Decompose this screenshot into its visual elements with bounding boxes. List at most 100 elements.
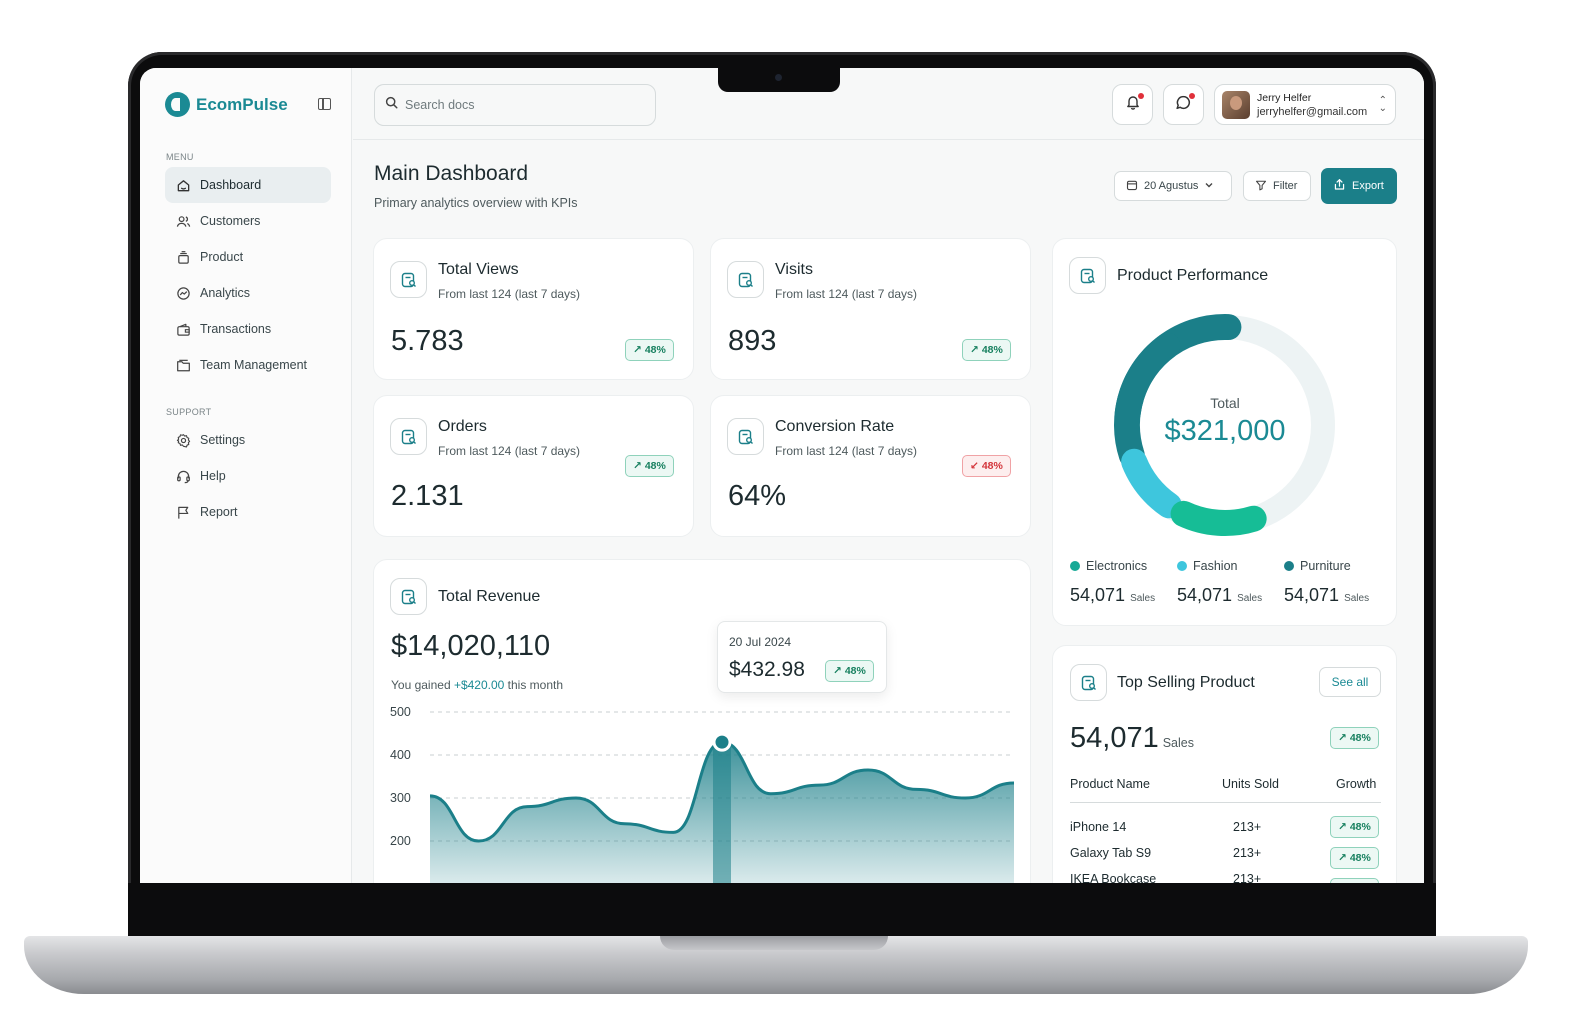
top-selling-badge-text: 48% <box>1349 732 1371 744</box>
donut-segment-fashion[interactable] <box>1121 448 1182 519</box>
legend-value-unit: Sales <box>1237 593 1263 604</box>
kpi-value: 5.783 <box>391 325 464 357</box>
kpi-title: Conversion Rate <box>775 418 895 435</box>
headset-icon <box>176 469 191 484</box>
y-tick-label: 200 <box>390 834 411 848</box>
kpi-growth-badge: ↗ 48% <box>962 339 1011 361</box>
highlight-point[interactable] <box>712 732 732 752</box>
sidebar-item-customers[interactable]: Customers <box>165 203 331 239</box>
top-selling-card-icon <box>1070 664 1107 701</box>
column-product-name: Product Name <box>1070 777 1150 791</box>
top-selling-card: Top Selling Product See all 54,071 Sales … <box>1052 645 1397 883</box>
top-selling-value: 54,071 Sales <box>1070 722 1194 755</box>
analytics-icon <box>176 286 191 301</box>
sidebar-item-label: Dashboard <box>200 178 262 192</box>
camera-icon <box>775 74 782 81</box>
product-name-cell: iPhone 14 <box>1070 820 1127 834</box>
sidebar-item-report[interactable]: Report <box>165 494 331 530</box>
y-tick-label: 400 <box>390 748 411 762</box>
revenue-value: $14,020,110 <box>391 630 551 662</box>
topbar: Jerry Helfer jerryhelfer@gmail.com ⌃⌄ <box>353 68 1424 140</box>
users-icon <box>176 214 191 229</box>
search-input[interactable] <box>405 98 645 112</box>
tooltip-value: $432.98 <box>729 658 805 681</box>
filter-icon <box>1255 179 1267 194</box>
screen: EcomPulse MENU Dashboard Customers Product… <box>140 68 1424 883</box>
growth-badge: ↗48% <box>1330 847 1379 869</box>
sidebar-collapse-icon[interactable] <box>318 98 331 110</box>
top-selling-title: Top Selling Product <box>1117 674 1255 691</box>
product-name-cell: Galaxy Tab S9 <box>1070 846 1152 860</box>
kpi-badge-text: 48% <box>644 344 666 356</box>
laptop-base-notch <box>660 936 888 950</box>
search-box[interactable] <box>374 84 656 126</box>
tooltip-badge-text: 48% <box>844 665 866 677</box>
sidebar-item-settings[interactable]: Settings <box>165 422 331 458</box>
kpi-title: Visits <box>775 261 813 278</box>
user-profile-button[interactable]: Jerry Helfer jerryhelfer@gmail.com ⌃ ⌄ <box>1214 84 1396 125</box>
sidebar-item-analytics[interactable]: Analytics <box>165 275 331 311</box>
revenue-card-icon <box>390 578 427 615</box>
donut-segment-electronics-2[interactable] <box>1114 332 1181 469</box>
notifications-button[interactable] <box>1112 84 1153 125</box>
support-section-label: SUPPORT <box>166 407 212 417</box>
product-performance-card: Product Performance Total $321,000 Elect… <box>1052 238 1397 626</box>
donut-total-value: $321,000 <box>1164 415 1286 447</box>
home-icon <box>176 178 191 193</box>
menu-section-label: MENU <box>166 152 194 162</box>
kpi-card-icon <box>727 418 764 455</box>
filter-button[interactable]: Filter <box>1243 171 1311 201</box>
kpi-title: Total Views <box>438 261 519 278</box>
brand-name: EcomPulse <box>196 94 288 114</box>
folder-icon <box>176 358 191 373</box>
revenue-note-suffix: this month <box>504 678 564 692</box>
legend-value: 54,071 Sales <box>1177 585 1262 606</box>
export-icon <box>1333 178 1346 194</box>
sidebar-item-help[interactable]: Help <box>165 458 331 494</box>
performance-donut-chart[interactable] <box>1053 305 1397 545</box>
revenue-note: You gained +$420.00 this month <box>391 678 563 692</box>
legend-item-fashion: Fashion <box>1177 559 1237 573</box>
revenue-title: Total Revenue <box>438 588 541 605</box>
messages-button[interactable] <box>1163 84 1204 125</box>
sidebar-item-transactions[interactable]: Transactions <box>165 311 331 347</box>
kpi-card-icon <box>390 418 427 455</box>
export-button[interactable]: Export <box>1321 168 1397 204</box>
sidebar-item-product[interactable]: Product <box>165 239 331 275</box>
message-dot <box>1189 93 1195 99</box>
legend-value: 54,071 Sales <box>1284 585 1369 606</box>
product-name-cell: IKEA Bookcase <box>1070 872 1157 883</box>
growth-badge-text: 48% <box>1349 852 1371 864</box>
sidebar-item-team-management[interactable]: Team Management <box>165 347 331 383</box>
growth-badge: ↗48% <box>1330 878 1379 883</box>
date-picker-button[interactable]: 20 Agustus <box>1114 171 1232 201</box>
highlight-band <box>713 742 731 883</box>
see-all-button[interactable]: See all <box>1319 667 1381 697</box>
sidebar-item-label: Transactions <box>200 322 272 336</box>
laptop-chin <box>128 883 1436 938</box>
donut-segment-purniture[interactable] <box>1170 500 1267 536</box>
kpi-value: 893 <box>728 325 777 357</box>
brand[interactable]: EcomPulse <box>165 92 288 117</box>
kpi-subtitle: From last 124 (last 7 days) <box>775 444 918 458</box>
legend-value-unit: Sales <box>1344 593 1370 604</box>
top-selling-growth-badge: ↗ 48% <box>1330 727 1379 749</box>
sidebar-item-dashboard[interactable]: Dashboard <box>165 167 331 203</box>
arrow-up-right-icon: ↗ <box>1338 732 1347 744</box>
arrow-up-right-icon: ↗ <box>633 460 642 472</box>
sidebar-item-label: Settings <box>200 433 246 447</box>
wallet-icon <box>176 322 191 337</box>
sidebar-item-label: Product <box>200 250 244 264</box>
top-selling-number: 54,071 <box>1070 722 1159 754</box>
brand-logo-icon <box>165 92 190 117</box>
column-units-sold: Units Sold <box>1222 777 1279 791</box>
revenue-chart[interactable]: 500 400 300 200 <box>374 700 1032 883</box>
tooltip-date: 20 Jul 2024 <box>729 635 792 649</box>
arrow-down-left-icon: ↙ <box>970 460 979 472</box>
growth-badge-text: 48% <box>1349 821 1371 833</box>
page-title: Main Dashboard <box>374 162 529 185</box>
search-icon <box>385 96 398 114</box>
chat-icon <box>1175 94 1192 116</box>
export-label: Export <box>1352 180 1384 192</box>
column-growth: Growth <box>1336 777 1377 791</box>
